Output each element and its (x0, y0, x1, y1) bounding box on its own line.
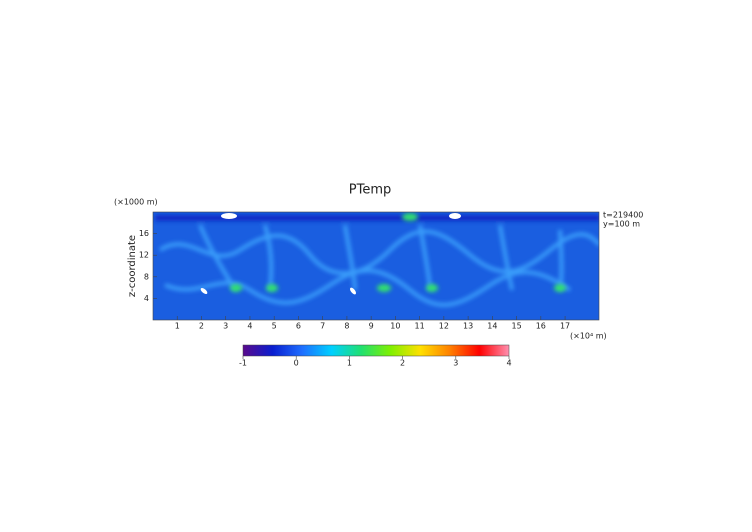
chart-title: PTemp (349, 183, 392, 198)
x-tick-label: 16 (536, 322, 546, 331)
annotation: y=100 m (603, 220, 640, 229)
x-tick-label: 5 (272, 322, 277, 331)
x-tick-label: 1 (175, 322, 180, 331)
y-axis-label: z-coordinate (127, 235, 138, 297)
x-tick-label: 4 (247, 322, 252, 331)
plot-frame (152, 211, 600, 321)
colorbar-tick-label: 3 (453, 359, 458, 368)
x-tick-label: 9 (369, 322, 374, 331)
y-tick-label: 4 (144, 294, 149, 303)
colorbar-tick-label: -1 (239, 359, 247, 368)
y-tick-label: 8 (144, 272, 149, 281)
colorbar-tick-label: 1 (347, 359, 352, 368)
y-tick-label: 12 (139, 251, 149, 260)
hot-spots (200, 213, 461, 295)
colorbar (242, 344, 510, 357)
x-tick-label: 6 (296, 322, 301, 331)
y-tick-label: 16 (139, 229, 149, 238)
x-tick-label: 12 (439, 322, 449, 331)
colorbar-tick-label: 2 (400, 359, 405, 368)
x-tick-label: 14 (487, 322, 497, 331)
x-tick-label: 3 (223, 322, 228, 331)
x-tick-label: 17 (560, 322, 570, 331)
colorbar-tick-label: 4 (506, 359, 511, 368)
x-tick-label: 10 (390, 322, 400, 331)
x-tick-label: 15 (511, 322, 521, 331)
x-tick-label: 2 (199, 322, 204, 331)
field (153, 212, 599, 320)
colorbar-tick-label: 0 (294, 359, 299, 368)
field-structures (155, 215, 599, 307)
warm-blobs (230, 213, 566, 292)
x-tick-label: 8 (344, 322, 349, 331)
x-tick-label: 13 (463, 322, 473, 331)
x-tick-label: 7 (320, 322, 325, 331)
annotation: t=219400 (603, 211, 643, 220)
x-unit: (×10⁴ m) (570, 332, 607, 341)
x-tick-label: 11 (415, 322, 425, 331)
y-unit: (×1000 m) (114, 198, 158, 207)
